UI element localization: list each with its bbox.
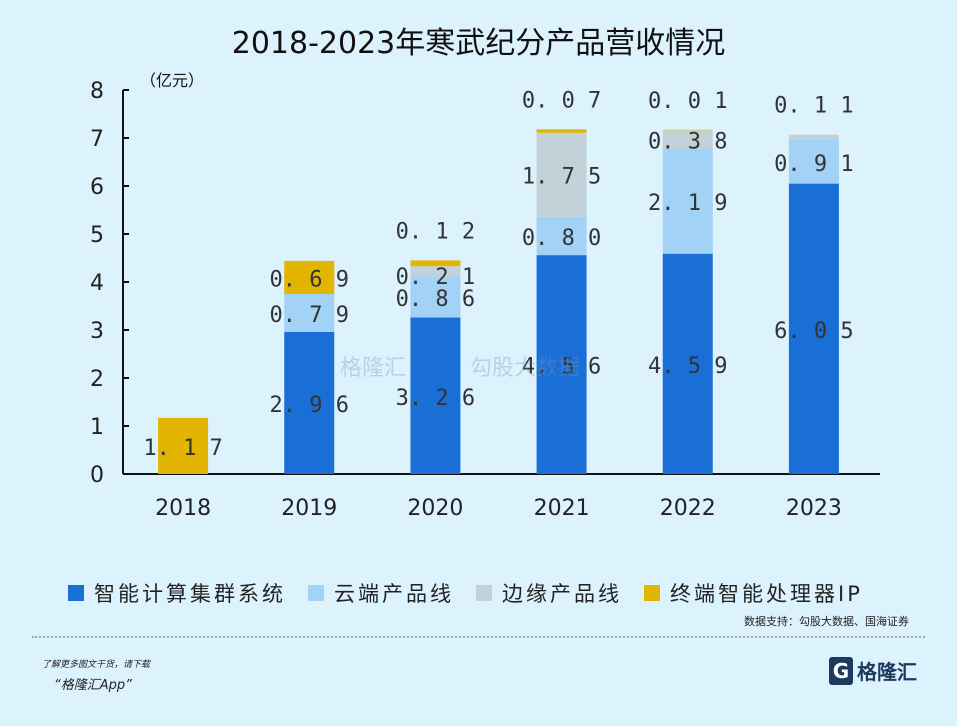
legend-swatch xyxy=(308,585,324,601)
y-tick-label: 1 xyxy=(90,415,104,440)
data-label: 0. 3 8 xyxy=(648,129,727,154)
bar-segment xyxy=(662,253,713,474)
x-tick-label: 2021 xyxy=(534,496,590,521)
data-label: 2. 9 6 xyxy=(270,393,349,418)
legend-item: 智能计算集群系统 xyxy=(68,578,286,608)
y-tick-label: 5 xyxy=(90,223,104,248)
legend-item: 云端产品线 xyxy=(308,578,454,608)
legend-swatch xyxy=(476,585,492,601)
legend-label: 边缘产品线 xyxy=(502,582,622,606)
bar-segment xyxy=(788,139,839,184)
y-axis-label: （亿元） xyxy=(140,71,204,90)
bar-segment xyxy=(284,260,335,294)
promo-app-name[interactable]: “格隆汇App” xyxy=(54,678,132,693)
bar-segment xyxy=(536,216,587,256)
legend-swatch xyxy=(644,585,660,601)
y-tick-label: 8 xyxy=(90,79,104,104)
legend-swatch xyxy=(68,585,84,601)
x-tick-label: 2023 xyxy=(786,496,842,521)
data-label: 3. 2 6 xyxy=(396,386,475,411)
bar-segment xyxy=(158,417,209,474)
x-tick-label: 2018 xyxy=(155,496,211,521)
data-label: 0. 2 1 xyxy=(396,265,475,290)
legend-label: 终端智能处理器IP xyxy=(670,582,863,606)
data-label: 0. 1 1 xyxy=(774,94,853,119)
logo-text: 格隆汇 xyxy=(857,660,917,684)
bar-segment xyxy=(788,134,839,140)
bar-segment xyxy=(788,183,839,474)
data-label: 2. 1 9 xyxy=(648,191,727,216)
y-tick-label: 0 xyxy=(90,463,104,488)
source-note: 数据支持：勾股大数据、国海证券 xyxy=(744,615,909,628)
data-label: 4. 5 6 xyxy=(522,355,601,380)
promo-text: 了解更多图文干货，请下载 xyxy=(42,660,151,670)
x-tick-label: 2019 xyxy=(281,496,337,521)
data-label: 0. 9 1 xyxy=(774,152,853,177)
bar-segment xyxy=(284,331,335,474)
x-tick-label: 2022 xyxy=(660,496,716,521)
bar-segment xyxy=(536,132,587,217)
bar-segment xyxy=(662,130,713,149)
divider xyxy=(32,636,925,638)
x-tick-label: 2020 xyxy=(407,496,463,521)
data-label: 0. 0 7 xyxy=(522,88,601,113)
watermark-gelonghui: 格隆汇 xyxy=(340,356,407,381)
data-label: 0. 7 9 xyxy=(270,303,349,328)
y-tick-label: 6 xyxy=(90,175,104,200)
data-label: 1. 7 5 xyxy=(522,165,601,190)
data-label: 4. 5 9 xyxy=(648,354,727,379)
chart-plot: （亿元） 0 1 2 3 4 5 6 7 8 2018 1. 1 7 2019 2. 9 6 0. 7 9 0… xyxy=(90,71,880,521)
bar-segment xyxy=(662,148,713,254)
y-tick-label: 3 xyxy=(90,319,104,344)
y-tick-label: 7 xyxy=(90,127,104,152)
data-label: 1. 1 7 xyxy=(143,436,222,461)
bar-segment xyxy=(410,266,461,277)
legend-item: 边缘产品线 xyxy=(476,578,622,608)
logo-icon: G xyxy=(829,656,853,685)
bar-segment xyxy=(410,317,461,474)
y-tick-label: 2 xyxy=(90,367,104,392)
legend-label: 智能计算集群系统 xyxy=(94,582,286,606)
legend-label: 云端产品线 xyxy=(334,582,454,606)
bar-segment xyxy=(410,260,461,267)
chart-title: 2018-2023年寒武纪分产品营收情况 xyxy=(231,26,726,61)
legend-item: 终端智能处理器IP xyxy=(644,578,863,608)
bar-segment xyxy=(536,129,587,133)
data-label: 0. 8 6 xyxy=(396,287,475,312)
data-label: 0. 1 2 xyxy=(396,219,475,244)
bar-segment xyxy=(284,294,335,332)
data-label: 6. 0 5 xyxy=(774,319,853,344)
y-tick-label: 4 xyxy=(90,271,104,296)
chart-legend: 智能计算集群系统 云端产品线 边缘产品线 终端智能处理器IP xyxy=(68,578,863,608)
watermark-gogudata: 勾股大数据 xyxy=(470,356,581,381)
bar-segment xyxy=(410,276,461,318)
data-label: 0. 6 9 xyxy=(270,267,349,292)
bar-segment xyxy=(536,255,587,474)
data-label: 0. 8 0 xyxy=(522,226,601,251)
data-label: 0. 0 1 xyxy=(648,89,727,114)
gelonghui-logo: G 格隆汇 xyxy=(829,656,917,685)
